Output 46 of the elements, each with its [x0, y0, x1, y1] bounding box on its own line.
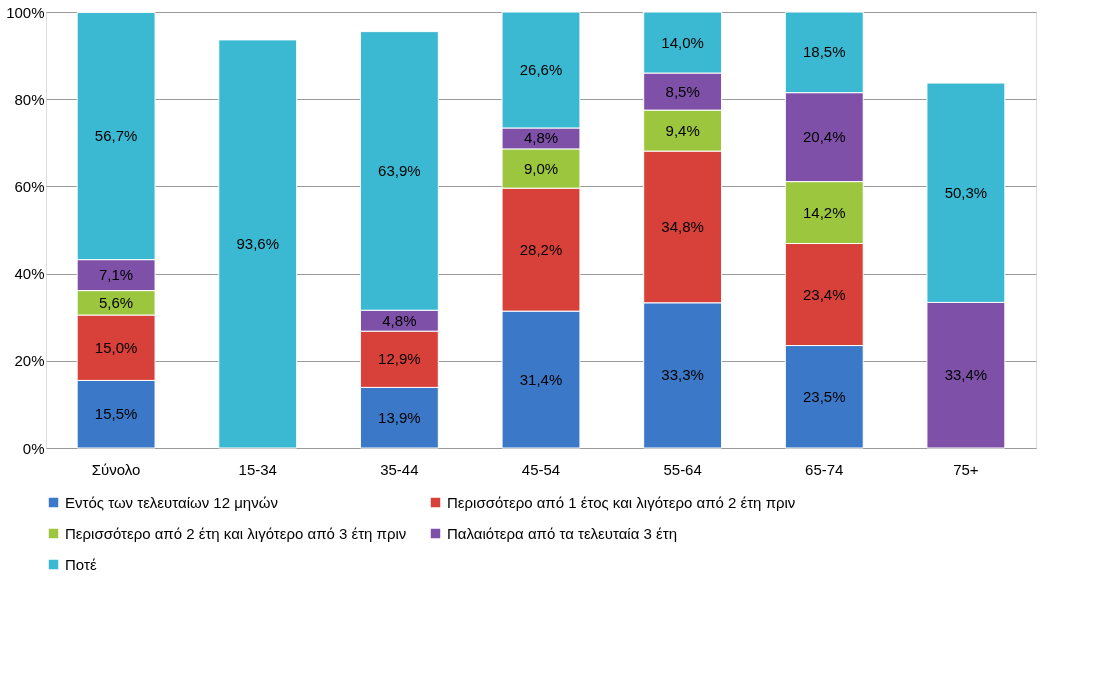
- data-label: 56,7%: [94, 127, 138, 145]
- y-tick-label: 80%: [14, 90, 45, 108]
- y-tick-label: 100%: [6, 3, 45, 21]
- data-label: 63,9%: [378, 161, 421, 179]
- x-tick-label: 55-64: [663, 460, 702, 478]
- data-label: 15,5%: [94, 405, 138, 423]
- data-label: 18,5%: [802, 43, 846, 61]
- data-label: 7,1%: [99, 266, 134, 284]
- legend-label: Παλαιότερα από τα τελευταία 3 έτη: [447, 524, 678, 542]
- data-label: 20,4%: [802, 128, 846, 146]
- legend-label: Εντός των τελευταίων 12 μηνών: [65, 493, 278, 511]
- data-label: 12,9%: [378, 350, 421, 368]
- y-tick-label: 20%: [14, 352, 45, 370]
- legend-label: Ποτέ: [65, 555, 97, 573]
- data-label: 14,2%: [802, 203, 846, 221]
- x-tick-label: 45-54: [521, 460, 561, 478]
- data-label: 8,5%: [665, 82, 700, 100]
- data-label: 93,6%: [236, 234, 280, 252]
- data-label: 33,3%: [661, 366, 704, 384]
- x-tick-label: Σύνολο: [91, 460, 141, 478]
- data-label: 33,4%: [944, 366, 988, 384]
- data-label: 23,4%: [802, 285, 846, 303]
- data-label: 9,4%: [665, 121, 700, 139]
- x-tick-label: 75+: [953, 460, 979, 478]
- data-label: 13,9%: [378, 408, 421, 426]
- data-label: 4,8%: [382, 311, 417, 329]
- legend-label: Περισσότερο από 2 έτη και λιγότερο από 3 έτη πριν: [65, 524, 407, 542]
- x-tick-label: 35-44: [380, 460, 419, 478]
- legend-label: Περισσότερο από 1 έτος και λιγότερο από 2 έτη πριν: [447, 493, 796, 511]
- data-label: 34,8%: [661, 217, 704, 235]
- data-label: 50,3%: [944, 183, 988, 201]
- data-label: 28,2%: [519, 240, 563, 258]
- data-label: 31,4%: [519, 370, 563, 388]
- data-label: 4,8%: [523, 129, 559, 147]
- bar: [218, 39, 298, 449]
- data-label: 26,6%: [519, 60, 563, 78]
- x-tick-label: 65-74: [805, 460, 844, 478]
- x-tick-label: 15-34: [238, 460, 277, 478]
- data-label: 9,0%: [523, 159, 559, 177]
- y-tick-label: 40%: [14, 265, 45, 283]
- data-label: 15,0%: [94, 338, 138, 356]
- data-label: 23,5%: [802, 387, 846, 405]
- y-tick-label: 60%: [14, 177, 45, 195]
- y-tick-label: 0%: [22, 439, 45, 457]
- data-label: 14,0%: [661, 33, 704, 51]
- data-label: 5,6%: [99, 293, 134, 311]
